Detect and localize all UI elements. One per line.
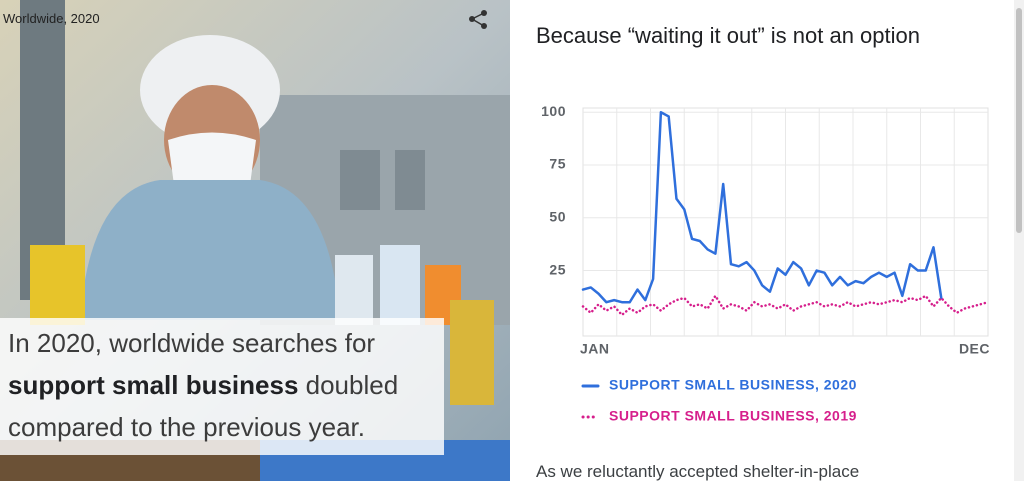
legend-label: SUPPORT SMALL BUSINESS, 2019 [609,408,857,424]
paragraph: As we reluctantly accepted shelter-in-pl… [536,462,860,481]
photo: Worldwide, 2020 In 2020, worldwide searc… [0,0,510,481]
scrollbar-thumb[interactable] [1016,8,1022,233]
legend-label: SUPPORT SMALL BUSINESS, 2020 [609,377,857,393]
overlay-text-start: In 2020, worldwide searches for [8,328,376,358]
overlay-text: In 2020, worldwide searches for support … [8,322,448,448]
y-tick-label: 50 [549,208,566,224]
share-icon[interactable] [469,10,487,29]
y-tick-label: 25 [549,261,566,277]
overlay-text-end: doubled compared to the previous year. [8,370,399,442]
photo-caption: Worldwide, 2020 [3,11,100,26]
overlay-backdrop [0,318,444,455]
x-tick-label: JAN [580,341,610,357]
series-line [581,110,943,304]
overlay-text-bold: support small business [8,370,299,400]
chart-title: Because “waiting it out” is not an optio… [536,23,921,48]
x-tick-label: DEC [959,341,990,357]
chart: 25 50 75 100 JAN DEC SUPPORT SMALL BUSINESS, 2… [541,103,990,424]
scrollbar[interactable] [1014,0,1024,481]
y-tick-label: 75 [549,156,566,172]
y-tick-label: 100 [541,103,566,119]
series-line [581,294,990,317]
